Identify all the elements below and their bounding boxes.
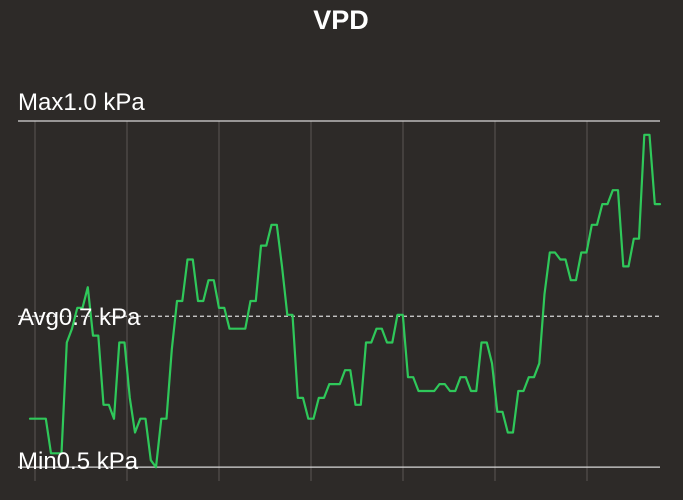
avg-label: Avg0.7 kPa bbox=[18, 304, 141, 331]
chart-title: VPD bbox=[313, 5, 369, 35]
vertical-gridlines bbox=[34, 121, 588, 481]
vpd-series-line bbox=[28, 133, 662, 469]
max-label: Max1.0 kPa bbox=[18, 89, 145, 116]
min-label: Min0.5 kPa bbox=[18, 448, 139, 475]
